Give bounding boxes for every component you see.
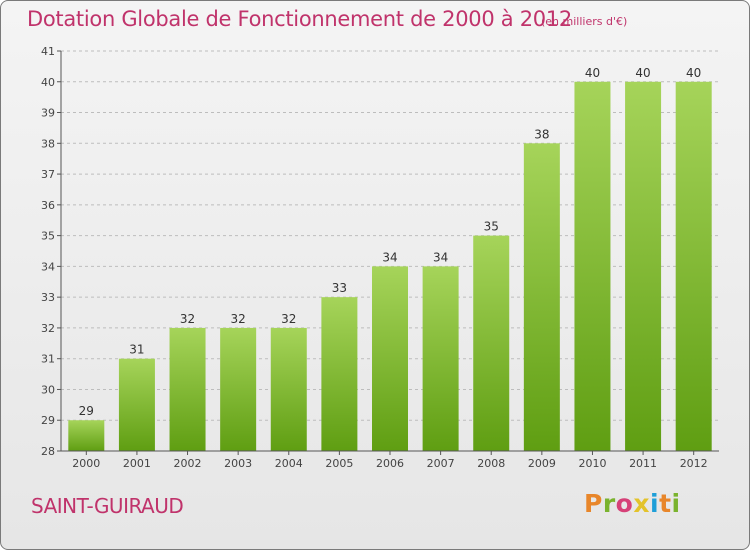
commune-name: SAINT-GUIRAUD: [31, 494, 184, 518]
bar: [270, 327, 307, 451]
bar-value-label: 33: [332, 281, 347, 295]
bar: [372, 266, 408, 451]
y-tick-label: 28: [41, 445, 55, 458]
bar: [422, 266, 459, 451]
y-tick-label: 30: [41, 383, 55, 396]
logo-letter: P: [584, 489, 603, 518]
bar: [118, 358, 155, 451]
x-tick-label: 2001: [123, 457, 151, 470]
bar: [220, 327, 257, 451]
bar-value-label: 32: [231, 312, 246, 326]
x-tick-label: 2005: [325, 457, 353, 470]
y-tick-label: 38: [41, 137, 55, 150]
x-tick-label: 2000: [72, 457, 100, 470]
x-tick-label: 2006: [376, 457, 404, 470]
x-tick-label: 2002: [174, 457, 202, 470]
x-tick-label: 2010: [578, 457, 606, 470]
y-tick-label: 32: [41, 322, 55, 335]
bar: [675, 81, 712, 452]
y-tick-label: 33: [41, 291, 55, 304]
logo-letter: x: [633, 489, 650, 518]
bar: [169, 327, 206, 451]
logo-letter: r: [602, 489, 616, 518]
y-tick-label: 35: [41, 230, 55, 243]
x-tick-label: 2011: [629, 457, 657, 470]
bar: [321, 297, 358, 451]
bar-value-label: 31: [129, 343, 144, 357]
proxiti-logo: Proxiti: [584, 489, 681, 518]
x-tick-label: 2012: [680, 457, 708, 470]
logo-letter: i: [650, 489, 660, 518]
bar-value-label: 34: [382, 250, 397, 264]
x-tick-label: 2009: [528, 457, 556, 470]
bar: [473, 235, 510, 451]
y-tick-label: 36: [41, 199, 55, 212]
bar-value-label: 34: [433, 250, 448, 264]
bar: [68, 420, 105, 451]
bar-value-label: 32: [281, 312, 296, 326]
logo-letter: i: [671, 489, 681, 518]
bar-value-label: 32: [180, 312, 195, 326]
y-tick-label: 29: [41, 414, 55, 427]
bar-value-label: 35: [484, 220, 499, 234]
logo-letter: t: [659, 489, 672, 518]
bar: [523, 143, 560, 452]
bar: [625, 81, 662, 452]
x-tick-label: 2008: [477, 457, 505, 470]
bars: [68, 81, 712, 452]
bar-value-label: 40: [686, 66, 701, 80]
x-tick-label: 2003: [224, 457, 252, 470]
y-tick-label: 37: [41, 168, 55, 181]
bar-value-label: 29: [79, 404, 94, 418]
logo-letter: o: [615, 489, 634, 518]
y-tick-label: 34: [41, 260, 55, 273]
y-tick-label: 39: [41, 107, 55, 120]
axes: [57, 50, 719, 455]
bar-value-label: 38: [534, 127, 549, 141]
chart-title: Dotation Globale de Fonctionnement de 20…: [27, 7, 572, 31]
y-tick-label: 40: [41, 76, 55, 89]
bar-value-label: 40: [585, 66, 600, 80]
y-tick-label: 31: [41, 353, 55, 366]
y-tick-label: 41: [41, 45, 55, 58]
x-tick-label: 2007: [427, 457, 455, 470]
chart-unit: (en milliers d'€): [541, 15, 628, 28]
bar-value-label: 40: [635, 66, 650, 80]
labels: 28 29 30 31 32 33 34 35 36 37 38 39 40 41 29 2000 31 2001…: [41, 45, 708, 470]
bar: [574, 81, 611, 452]
x-tick-label: 2004: [275, 457, 303, 470]
